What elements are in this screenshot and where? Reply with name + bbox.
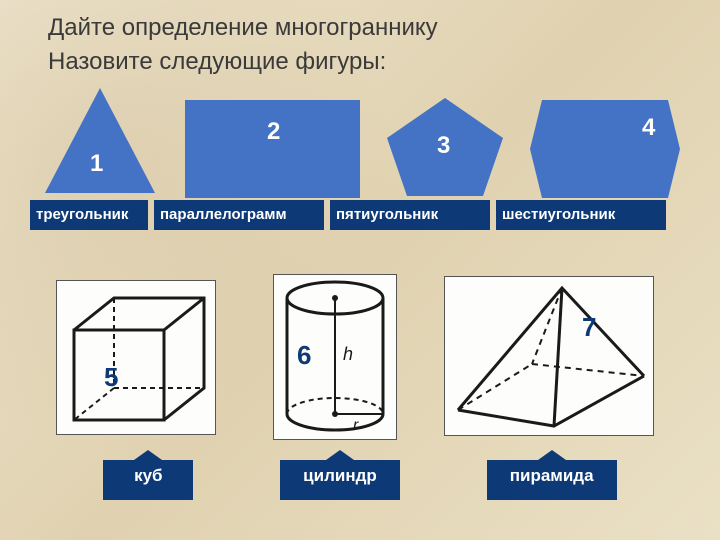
label-text: цилиндр [303, 466, 377, 485]
label-text: куб [134, 466, 162, 485]
label-cylinder: цилиндр [280, 460, 400, 500]
shape-triangle: 1 [40, 88, 160, 198]
label-triangle: треугольник [30, 200, 148, 230]
solid-number: 5 [104, 362, 118, 393]
label-cube: куб [103, 460, 193, 500]
parallelogram-icon [185, 100, 360, 198]
flat-shape-labels-row: треугольник параллелограмм пятиугольник … [30, 200, 690, 236]
cube-icon [56, 280, 216, 435]
svg-text:h: h [343, 344, 353, 364]
solid-cube: 5 [50, 270, 230, 440]
label-pyramid: пирамида [487, 460, 617, 500]
callout-pointer-icon [538, 450, 566, 460]
heading-line-1: Дайте определение многограннику [0, 0, 720, 42]
heading-line-2: Назовите следующие фигуры: [0, 42, 720, 76]
hexagon-icon [530, 100, 680, 198]
solid-cylinder: h r 6 [245, 270, 425, 440]
flat-shapes-row: 1 2 3 4 [40, 88, 680, 198]
pentagon-icon [385, 98, 505, 198]
solid-number: 7 [582, 312, 596, 343]
solid-number: 6 [297, 340, 311, 371]
solid-labels-row: куб цилиндр пирамида [60, 460, 660, 500]
triangle-icon [40, 88, 160, 198]
label-parallelogram: параллелограмм [154, 200, 324, 230]
shape-hexagon: 4 [530, 100, 680, 198]
solid-pyramid: 7 [440, 270, 660, 440]
label-text: треугольник [36, 206, 128, 223]
cylinder-icon: h r [273, 274, 397, 440]
label-text: пирамида [510, 466, 594, 485]
label-text: параллелограмм [160, 206, 287, 223]
label-pentagon: пятиугольник [330, 200, 490, 230]
label-text: пятиугольник [336, 206, 438, 223]
pyramid-icon [444, 276, 654, 436]
label-hexagon: шестиугольник [496, 200, 666, 230]
callout-pointer-icon [326, 450, 354, 460]
callout-pointer-icon [134, 450, 162, 460]
shape-parallelogram: 2 [185, 100, 360, 198]
svg-text:r: r [353, 417, 359, 434]
label-text: шестиугольник [502, 206, 615, 223]
solids-row: 5 h r 6 7 [50, 260, 660, 450]
shape-pentagon: 3 [385, 98, 505, 198]
